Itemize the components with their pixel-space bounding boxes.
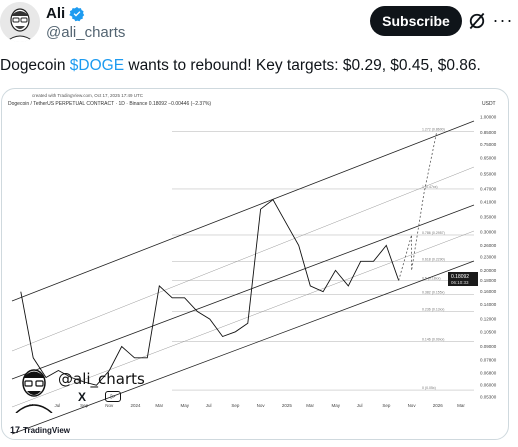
x-tick-label: Sep <box>80 403 89 408</box>
tradingview-footer: 17 TradingView <box>10 425 70 435</box>
grok-icon[interactable] <box>467 11 487 31</box>
x-tick-label: Jul <box>357 403 363 408</box>
watermark-handle: @ali_charts <box>58 370 145 388</box>
chart-created-note: created with TradingView.com, Oct 17, 20… <box>32 93 143 98</box>
price-line <box>20 199 400 386</box>
y-tick-label: 0.65000 <box>480 156 497 161</box>
price-chart: 1.272 (0.8600) 1 (0.47xx) 0.786 (0.2957) 0.… <box>11 115 497 435</box>
subscribe-button[interactable]: Subscribe <box>370 6 462 36</box>
fib-level-label: 1 (0.47xx) <box>422 185 438 189</box>
y-tick-label: 0.16000 <box>480 289 497 294</box>
fib-level-label: 0.146 (0.09xx) <box>422 337 444 341</box>
x-tick-label: Jul <box>206 403 212 408</box>
y-tick-label: 0.12000 <box>480 317 497 322</box>
y-tick-label: 0.07800 <box>480 358 497 363</box>
x-tick-label: 2026 <box>433 403 444 408</box>
avatar[interactable] <box>0 2 40 42</box>
fib-level-label: 0.786 (0.2957) <box>422 231 445 235</box>
y-tick-label: 0.06000 <box>480 383 497 388</box>
tweet-text-start: Dogecoin <box>0 57 70 74</box>
avatar-face-icon <box>0 2 40 42</box>
tweet-text: Dogecoin $DOGE wants to rebound! Key tar… <box>0 57 518 75</box>
fib-levels: 1.272 (0.8600) 1 (0.47xx) 0.786 (0.2957) 0.… <box>172 127 474 391</box>
channel-mid-upper-line <box>11 166 475 352</box>
verified-badge-icon <box>69 6 85 21</box>
y-tick-label: 0.35000 <box>480 215 497 220</box>
channel-middle-line <box>11 204 475 380</box>
y-tick-label: 0.47000 <box>480 186 497 191</box>
chart-currency: USDT <box>482 101 496 107</box>
y-tick-label: 0.85000 <box>480 130 497 135</box>
last-price-tag <box>448 272 478 286</box>
y-tick-label: 0.30000 <box>480 229 497 234</box>
y-tick-label: 0.18000 <box>480 278 497 283</box>
y-tick-label: 1.00000 <box>480 115 497 120</box>
fib-level-label: 0.236 (0.13xx) <box>422 307 444 311</box>
chart-title: Dogecoin / TetherUS PERPETUAL CONTRACT ·… <box>8 101 212 107</box>
x-tick-label: 2024 <box>131 403 142 408</box>
x-tick-label: Sep <box>382 403 391 408</box>
fib-level-label: 1.272 (0.8600) <box>422 127 445 131</box>
y-tick-label: 0.75000 <box>480 142 497 147</box>
x-tick-label: Mar <box>155 403 163 408</box>
y-tick-label: 0.41000 <box>480 199 497 204</box>
y-tick-label: 0.10500 <box>480 329 497 334</box>
channel-lower-line <box>11 260 475 435</box>
y-tick-label: 0.06800 <box>480 371 497 376</box>
channel-lines <box>11 120 475 435</box>
y-tick-label: 0.55000 <box>480 171 497 176</box>
x-tick-label: May <box>331 403 340 408</box>
last-price-label: 0.18092 <box>451 274 469 280</box>
tweet-header: Ali @ali_charts Subscribe ··· <box>0 0 518 50</box>
y-tick-label: 0.23000 <box>480 255 497 260</box>
channel-mid-lower-line <box>11 230 475 408</box>
fib-level-label: 0.382 (0.155x) <box>422 291 445 295</box>
channel-upper-line <box>11 120 475 302</box>
x-tick-label: Jul <box>54 403 60 408</box>
y-tick-label: 0.09000 <box>480 344 497 349</box>
projection-line <box>398 131 438 281</box>
x-tick-label: Nov <box>257 403 266 408</box>
y-axis: 1.00000 0.85000 0.75000 0.65000 0.55000 0.470… <box>480 115 497 400</box>
x-tick-label: May <box>181 403 190 408</box>
y-tick-label: 0.26000 <box>480 243 497 248</box>
x-tick-label: Sep <box>231 403 240 408</box>
chart-image[interactable]: 1.272 (0.8600) 1 (0.47xx) 0.786 (0.2957) 0.… <box>1 88 509 440</box>
author-name-row: Ali <box>46 5 85 22</box>
more-options-button[interactable]: ··· <box>492 9 514 30</box>
y-tick-label: 0.20000 <box>480 268 497 273</box>
cashtag-link[interactable]: $DOGE <box>69 57 125 74</box>
x-tick-label: 2025 <box>282 403 293 408</box>
youtube-icon: ▷ <box>105 391 121 402</box>
tweet-text-end: wants to rebound! Key targets: $0.29, $0… <box>124 57 481 74</box>
y-tick-label: 0.05300 <box>480 395 497 400</box>
x-tick-label: Nov <box>105 403 114 408</box>
x-tick-label: Mar <box>306 403 314 408</box>
author-handle[interactable]: @ali_charts <box>46 24 126 41</box>
last-price-countdown: 06:10:33 <box>451 280 469 285</box>
fib-level-label: 0 (0.05x) <box>422 386 436 390</box>
x-tick-label: Mar <box>457 403 465 408</box>
watermark-avatar-icon <box>15 369 53 413</box>
y-tick-label: 0.14000 <box>480 302 497 307</box>
author-name[interactable]: Ali <box>46 5 66 22</box>
fib-level-label: 0.618 (0.2290) <box>422 257 445 261</box>
tradingview-brand: TradingView <box>23 425 70 435</box>
x-axis: May Jul Sep Nov 2024 Mar May Jul Sep Nov 2025 Mar Ma… <box>29 403 465 408</box>
tradingview-logo-icon: 17 <box>10 425 21 435</box>
x-tick-label: Nov <box>408 403 417 408</box>
fib-level-label: 0.5 (0.18xx) <box>422 276 440 280</box>
x-logo-icon: X <box>78 390 87 404</box>
